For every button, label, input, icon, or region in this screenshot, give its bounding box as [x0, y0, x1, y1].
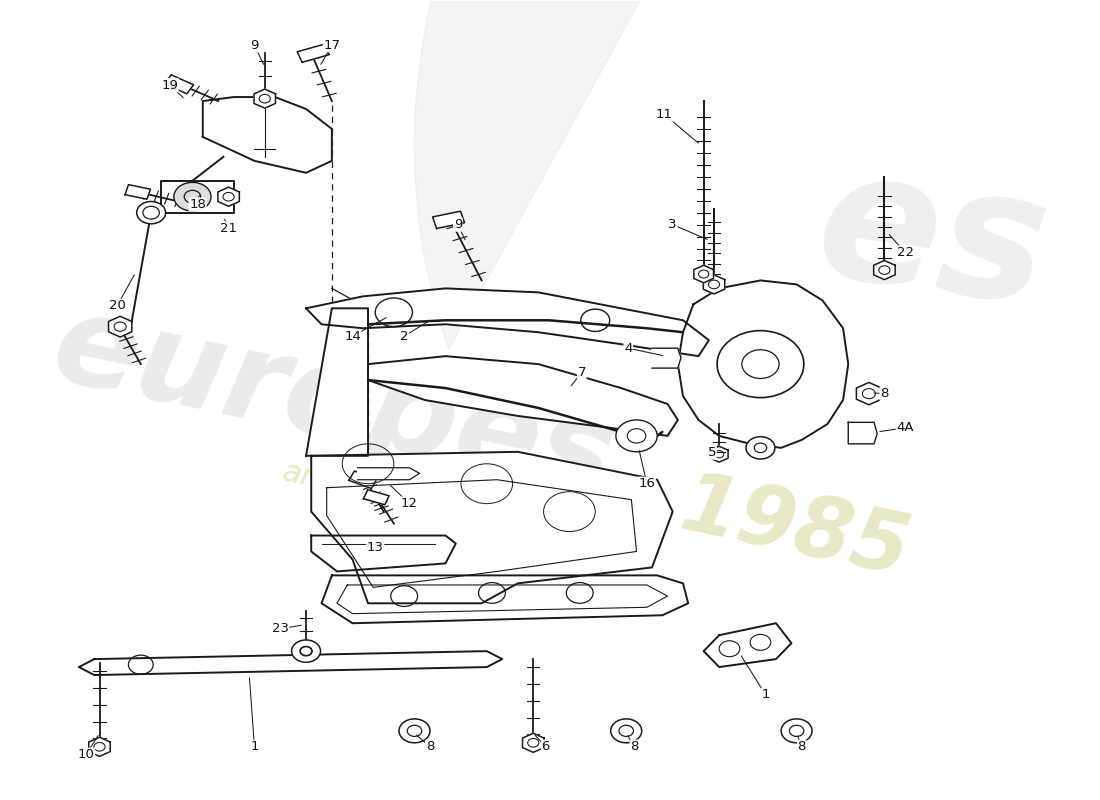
Text: 1: 1 [250, 740, 258, 754]
Polygon shape [368, 356, 678, 436]
Polygon shape [162, 181, 234, 213]
Circle shape [746, 437, 774, 459]
Polygon shape [694, 266, 714, 283]
Text: 1: 1 [761, 689, 770, 702]
Polygon shape [678, 281, 848, 448]
Text: 22: 22 [896, 246, 914, 259]
Text: 21: 21 [220, 222, 238, 235]
Polygon shape [202, 97, 332, 173]
Polygon shape [109, 316, 132, 337]
Text: 8: 8 [426, 740, 434, 754]
Text: 13: 13 [366, 541, 384, 554]
Polygon shape [358, 468, 420, 480]
Text: 17: 17 [323, 38, 340, 52]
Polygon shape [89, 738, 110, 756]
Polygon shape [79, 651, 503, 675]
Circle shape [616, 420, 657, 452]
Text: 20: 20 [109, 299, 125, 313]
Text: 5: 5 [707, 446, 716, 459]
Text: 8: 8 [880, 387, 889, 400]
Circle shape [174, 182, 211, 211]
Polygon shape [711, 446, 728, 462]
Text: 14: 14 [344, 330, 361, 342]
Circle shape [781, 719, 812, 743]
Polygon shape [297, 44, 329, 62]
Polygon shape [349, 471, 377, 489]
Polygon shape [652, 348, 681, 368]
Polygon shape [311, 452, 673, 603]
Circle shape [292, 640, 320, 662]
Polygon shape [857, 382, 881, 405]
Polygon shape [703, 275, 725, 294]
Text: 19: 19 [162, 78, 178, 91]
Polygon shape [432, 211, 464, 229]
Text: 7: 7 [578, 366, 586, 378]
Text: europes: europes [43, 285, 625, 522]
Text: 10: 10 [78, 748, 95, 762]
Polygon shape [254, 89, 275, 108]
Text: es: es [807, 136, 1059, 342]
Text: 4: 4 [624, 342, 632, 354]
Text: 23: 23 [272, 622, 288, 635]
Text: ancientparts: ancientparts [280, 458, 474, 526]
Circle shape [399, 719, 430, 743]
Polygon shape [848, 422, 877, 444]
Polygon shape [306, 288, 708, 356]
Polygon shape [306, 308, 368, 456]
Polygon shape [415, 0, 884, 350]
Polygon shape [295, 642, 317, 661]
Polygon shape [218, 187, 240, 206]
Polygon shape [125, 185, 151, 199]
Polygon shape [321, 575, 689, 623]
Polygon shape [522, 734, 544, 752]
Text: 11: 11 [656, 108, 673, 121]
Text: 18: 18 [189, 198, 206, 211]
Text: 9: 9 [250, 38, 258, 52]
Text: 6: 6 [541, 740, 550, 754]
Polygon shape [704, 623, 792, 667]
Text: 8: 8 [630, 740, 639, 754]
Polygon shape [165, 75, 194, 94]
Text: 8: 8 [798, 740, 806, 754]
Text: 1985: 1985 [673, 465, 916, 592]
Text: 3: 3 [669, 218, 676, 231]
Circle shape [136, 202, 166, 224]
Polygon shape [873, 261, 895, 280]
Text: 4A: 4A [896, 422, 914, 434]
Text: 9: 9 [453, 218, 462, 231]
Text: 2: 2 [400, 330, 408, 342]
Circle shape [610, 719, 641, 743]
Text: 12: 12 [400, 497, 418, 510]
Polygon shape [311, 535, 455, 571]
Polygon shape [363, 490, 389, 505]
Text: 16: 16 [638, 478, 656, 490]
